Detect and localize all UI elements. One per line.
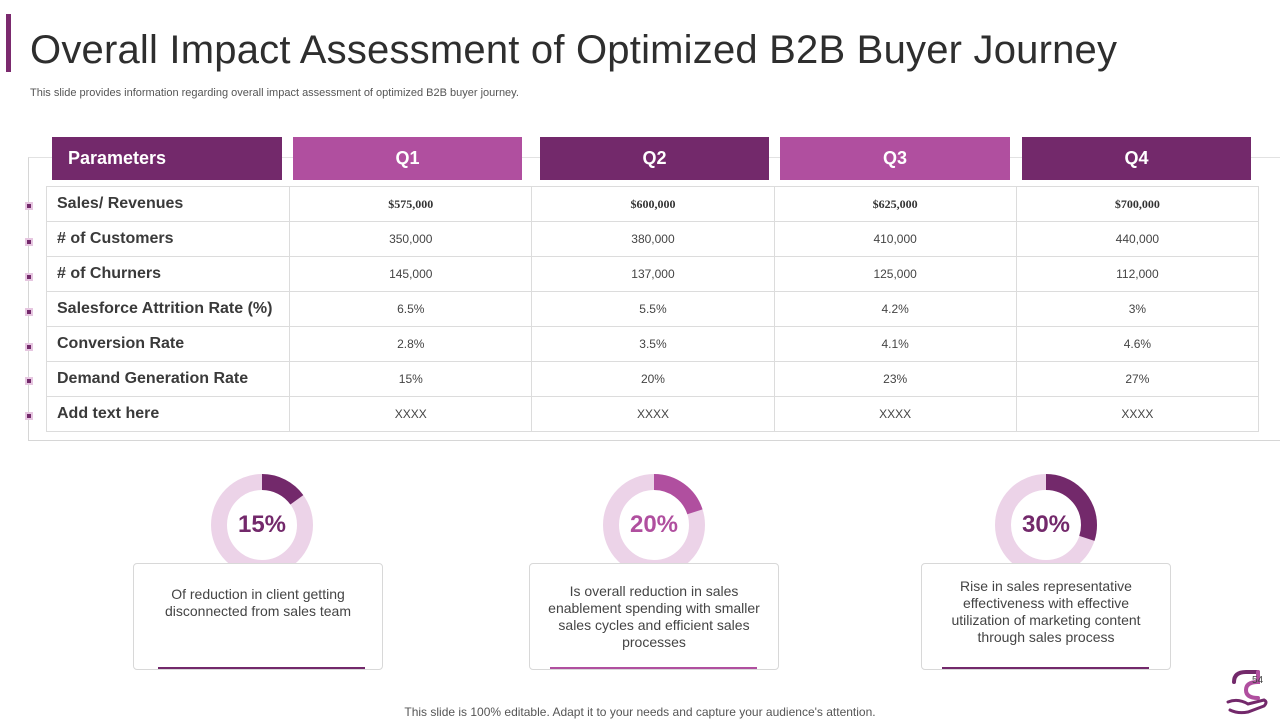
cell-q1: 15% xyxy=(289,361,533,397)
cell-q4: 3% xyxy=(1015,291,1260,327)
metric-card-3: Rise in sales representative effectivene… xyxy=(921,563,1171,670)
row-bullet-icon xyxy=(25,343,33,351)
cell-q1: 2.8% xyxy=(289,326,533,362)
header-parameters: Parameters xyxy=(52,137,282,180)
table-row: Conversion Rate 2.8% 3.5% 4.1% 4.6% xyxy=(45,326,1260,362)
row-label: Salesforce Attrition Rate (%) xyxy=(45,291,291,327)
title-accent-bar xyxy=(6,14,11,72)
header-q1: Q1 xyxy=(293,137,522,180)
metric-card-2: Is overall reduction in sales enablement… xyxy=(529,563,779,670)
header-q3: Q3 xyxy=(780,137,1010,180)
cell-q4: 27% xyxy=(1015,361,1260,397)
metric-percent-3: 30% xyxy=(1021,511,1071,538)
row-label: # of Customers xyxy=(45,221,291,257)
cell-q3: 125,000 xyxy=(773,256,1017,292)
impact-table: Sales/ Revenues $575,000 $600,000 $625,0… xyxy=(45,186,1260,432)
cell-q2: 137,000 xyxy=(531,256,775,292)
cell-q1: 350,000 xyxy=(289,221,533,257)
cell-q3: 4.2% xyxy=(773,291,1017,327)
page-number: 54 xyxy=(1252,675,1264,686)
cell-q3: 410,000 xyxy=(773,221,1017,257)
table-row: Sales/ Revenues $575,000 $600,000 $625,0… xyxy=(45,186,1260,222)
footer-note: This slide is 100% editable. Adapt it to… xyxy=(404,705,876,719)
hand-logo-icon xyxy=(1226,670,1268,715)
cell-q2: XXXX xyxy=(531,396,775,432)
metric-percent-2: 20% xyxy=(629,511,679,538)
donut-arc xyxy=(211,474,313,576)
table-row: Add text here XXXX XXXX XXXX XXXX xyxy=(45,396,1260,432)
row-bullet-icon xyxy=(25,238,33,246)
cell-q3: 23% xyxy=(773,361,1017,397)
cell-q1: $575,000 xyxy=(289,186,533,222)
cell-q4: $700,000 xyxy=(1015,186,1260,222)
donut-arc xyxy=(995,474,1097,576)
card-underline xyxy=(550,667,757,669)
header-q2: Q2 xyxy=(540,137,769,180)
row-label: Demand Generation Rate xyxy=(45,361,291,397)
header-q4: Q4 xyxy=(1022,137,1251,180)
table-row: Salesforce Attrition Rate (%) 6.5% 5.5% … xyxy=(45,291,1260,327)
table-row: # of Churners 145,000 137,000 125,000 11… xyxy=(45,256,1260,292)
metric-description-2: Is overall reduction in sales enablement… xyxy=(548,582,760,650)
metric-percent-1: 15% xyxy=(237,511,287,538)
row-label: Sales/ Revenues xyxy=(45,186,291,222)
donut-arc xyxy=(603,474,705,576)
cell-q1: 145,000 xyxy=(289,256,533,292)
table-row: Demand Generation Rate 15% 20% 23% 27% xyxy=(45,361,1260,397)
cell-q3: XXXX xyxy=(773,396,1017,432)
cell-q2: 5.5% xyxy=(531,291,775,327)
cell-q4: XXXX xyxy=(1015,396,1260,432)
cell-q2: $600,000 xyxy=(531,186,775,222)
cell-q2: 3.5% xyxy=(531,326,775,362)
row-label: # of Churners xyxy=(45,256,291,292)
card-underline xyxy=(158,667,365,669)
page-subtitle: This slide provides information regardin… xyxy=(30,87,519,99)
cell-q4: 112,000 xyxy=(1015,256,1260,292)
row-label: Add text here xyxy=(45,396,291,432)
row-bullet-icon xyxy=(25,412,33,420)
page-title: Overall Impact Assessment of Optimized B… xyxy=(30,28,1118,72)
row-bullet-icon xyxy=(25,202,33,210)
row-bullet-icon xyxy=(25,273,33,281)
card-underline xyxy=(942,667,1149,669)
row-bullet-icon xyxy=(25,308,33,316)
cell-q3: 4.1% xyxy=(773,326,1017,362)
cell-q2: 20% xyxy=(531,361,775,397)
cell-q1: 6.5% xyxy=(289,291,533,327)
metric-description-1: Of reduction in client getting disconnec… xyxy=(165,585,351,619)
table-row: # of Customers 350,000 380,000 410,000 4… xyxy=(45,221,1260,257)
row-label: Conversion Rate xyxy=(45,326,291,362)
metric-description-3: Rise in sales representative effectivene… xyxy=(951,577,1141,645)
cell-q1: XXXX xyxy=(289,396,533,432)
cell-q4: 440,000 xyxy=(1015,221,1260,257)
cell-q4: 4.6% xyxy=(1015,326,1260,362)
row-bullet-icon xyxy=(25,377,33,385)
metric-card-1: Of reduction in client getting disconnec… xyxy=(133,563,383,670)
cell-q3: $625,000 xyxy=(773,186,1017,222)
cell-q2: 380,000 xyxy=(531,221,775,257)
